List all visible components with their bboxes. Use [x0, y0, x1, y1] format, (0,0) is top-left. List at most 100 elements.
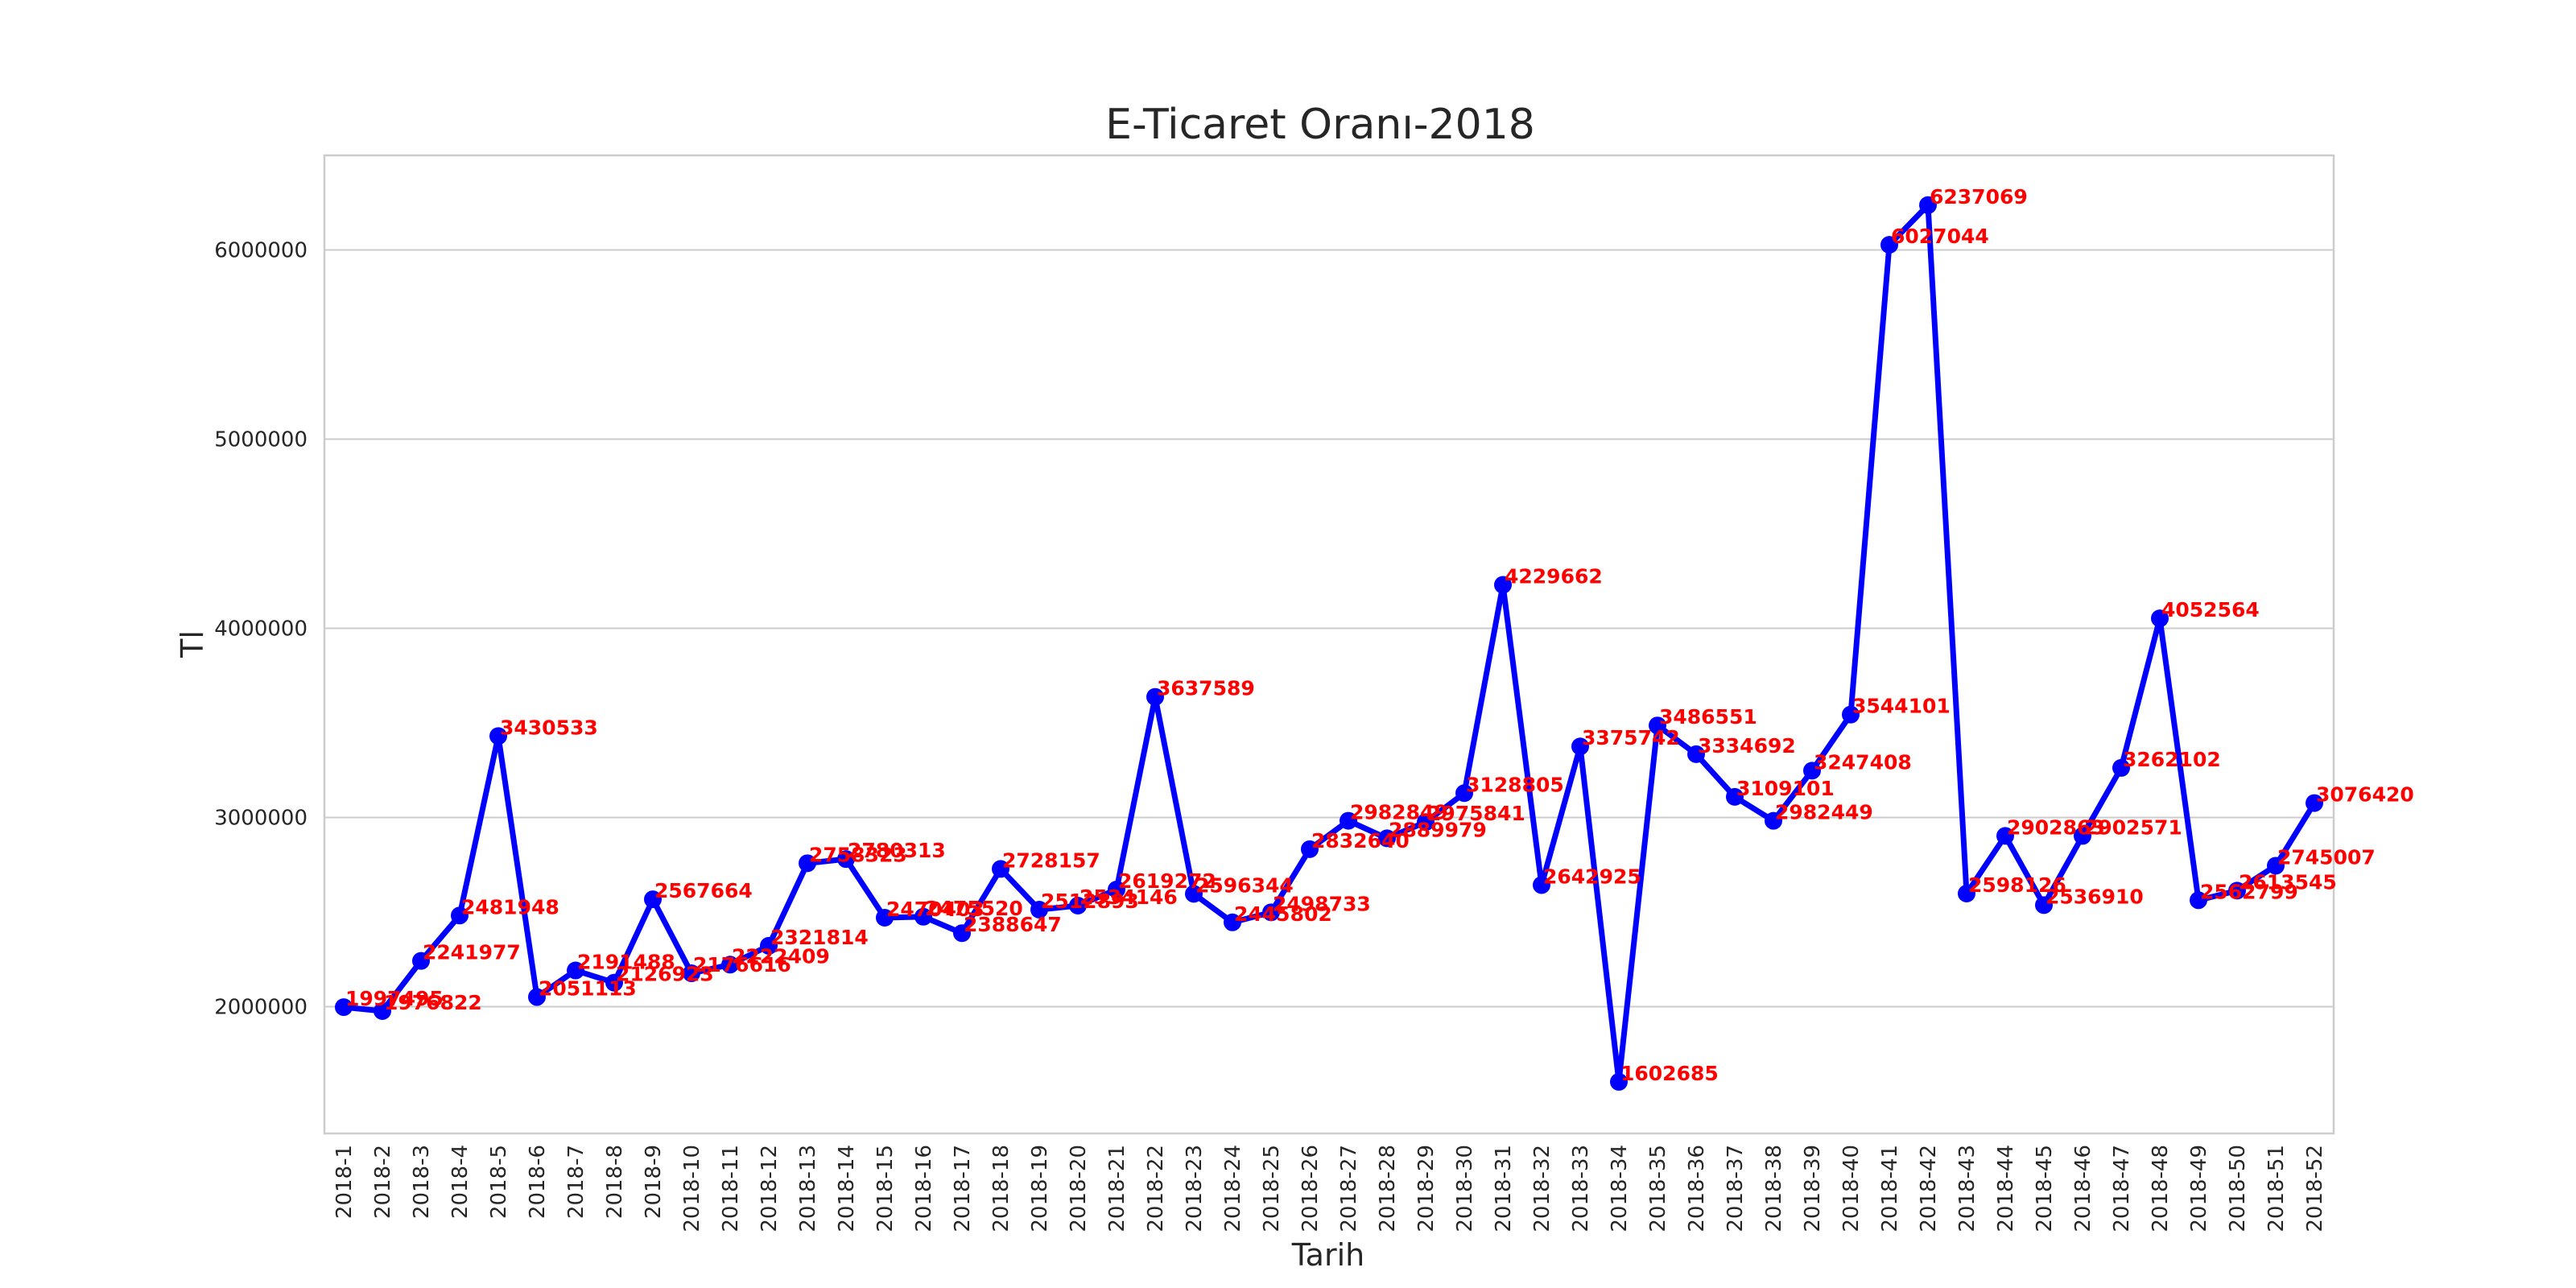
data-label: 2902863: [2007, 815, 2105, 839]
data-label: 2470403: [886, 898, 985, 921]
data-point: [1146, 687, 1164, 706]
data-label: 2475520: [925, 897, 1023, 920]
x-tick-label: 2018-36: [1685, 1145, 1709, 1232]
x-tick-label: 2018-33: [1569, 1145, 1593, 1232]
data-label: 2241977: [423, 941, 521, 964]
x-tick-label: 2018-43: [1955, 1145, 1979, 1232]
x-tick-label: 2018-31: [1492, 1145, 1516, 1232]
x-tick-label: 2018-32: [1530, 1145, 1554, 1232]
data-point: [2151, 609, 2169, 628]
data-point: [1571, 737, 1589, 756]
data-label: 3430533: [500, 716, 598, 739]
y-axis-label: Tl: [175, 630, 210, 658]
y-tick-label: 2000000: [214, 996, 308, 1020]
x-tick-label: 2018-46: [2071, 1145, 2095, 1232]
x-tick-label: 2018-20: [1067, 1145, 1091, 1232]
data-point: [1494, 576, 1512, 594]
x-tick-label: 2018-3: [410, 1145, 434, 1219]
data-label: 4052564: [2161, 598, 2260, 621]
data-point: [1108, 881, 1125, 899]
x-tick-label: 2018-45: [2033, 1145, 2057, 1232]
data-label: 6027044: [1891, 225, 1989, 248]
data-point: [876, 908, 894, 927]
data-point: [451, 906, 469, 925]
data-point: [1842, 705, 1860, 724]
data-label: 3334692: [1698, 734, 1796, 758]
data-point: [760, 936, 778, 955]
data-point: [1919, 196, 1937, 214]
data-point: [2035, 896, 2053, 914]
data-point: [1803, 762, 1821, 780]
x-tick-label: 2018-22: [1144, 1145, 1168, 1232]
data-label: 4229662: [1505, 565, 1603, 588]
x-tick-label: 2018-2: [371, 1145, 395, 1219]
data-label: 2975841: [1427, 802, 1525, 825]
x-tick-label: 2018-38: [1762, 1145, 1786, 1232]
data-point: [2267, 857, 2285, 875]
x-tick-label: 2018-27: [1337, 1145, 1361, 1232]
x-tick-label: 2018-9: [642, 1145, 666, 1219]
x-tick-label: 2018-10: [680, 1145, 704, 1232]
data-label: 2832640: [1311, 829, 1410, 852]
x-tick-label: 2018-11: [719, 1145, 743, 1232]
data-point: [1417, 813, 1435, 832]
data-label: 2902571: [2084, 815, 2182, 839]
data-point: [2228, 881, 2246, 900]
data-label: 2598126: [1968, 873, 2066, 897]
data-label: 1997495: [345, 987, 444, 1010]
x-tick-label: 2018-35: [1646, 1145, 1670, 1232]
data-point: [1687, 745, 1705, 763]
x-tick-label: 2018-26: [1298, 1145, 1323, 1232]
x-tick-label: 2018-37: [1724, 1145, 1748, 1232]
x-tick-label: 2018-24: [1221, 1145, 1245, 1232]
x-tick-label: 2018-15: [873, 1145, 898, 1232]
data-label: 3375742: [1582, 726, 1680, 749]
plot-frame: [323, 154, 2335, 1135]
x-tick-label: 2018-51: [2264, 1145, 2289, 1232]
data-label: 2889979: [1389, 818, 1487, 841]
x-tick-label: 2018-42: [1917, 1145, 1941, 1232]
data-point: [1765, 811, 1782, 830]
data-label: 2176616: [693, 953, 791, 976]
x-tick-label: 2018-47: [2110, 1145, 2134, 1232]
y-tick-label: 4000000: [214, 617, 308, 642]
data-label: 3486551: [1659, 705, 1757, 729]
data-point: [2190, 891, 2207, 910]
data-label: 2567664: [654, 879, 753, 902]
x-tick-label: 2018-29: [1414, 1145, 1439, 1232]
x-tick-label: 2018-28: [1376, 1145, 1400, 1232]
data-point: [412, 952, 430, 970]
data-label: 3544101: [1852, 695, 1951, 718]
data-label: 3262102: [2123, 748, 2221, 771]
data-label: 1976822: [384, 991, 482, 1014]
data-point: [2306, 794, 2323, 812]
data-label: 2982449: [1775, 801, 1873, 824]
x-tick-label: 2018-52: [2303, 1145, 2327, 1232]
data-label: 2512893: [1041, 890, 1139, 913]
data-label: 3247408: [1814, 750, 1912, 774]
data-label: 2613545: [2239, 870, 2337, 894]
data-point: [528, 988, 546, 1006]
data-label: 3637589: [1157, 677, 1255, 700]
data-label: 2191488: [577, 951, 675, 974]
x-tick-label: 2018-6: [526, 1145, 550, 1219]
x-tick-label: 2018-41: [1878, 1145, 1902, 1232]
data-point: [1185, 885, 1203, 903]
data-point: [1224, 913, 1241, 931]
x-tick-label: 2018-25: [1260, 1145, 1284, 1232]
x-tick-label: 2018-49: [2187, 1145, 2211, 1232]
data-point: [374, 1001, 391, 1020]
x-tick-label: 2018-39: [1801, 1145, 1825, 1232]
x-tick-label: 2018-8: [603, 1145, 627, 1219]
x-tick-label: 2018-40: [1839, 1145, 1864, 1232]
chart-title: E-Ticaret Oranı-2018: [1105, 101, 1535, 149]
y-tick-label: 3000000: [214, 807, 308, 831]
data-point: [914, 907, 932, 926]
data-label: 2562799: [2200, 880, 2298, 903]
data-label: 2728157: [1002, 848, 1100, 872]
data-point: [1726, 787, 1744, 806]
data-point: [2112, 758, 2130, 777]
y-tick-label: 6000000: [214, 239, 308, 263]
